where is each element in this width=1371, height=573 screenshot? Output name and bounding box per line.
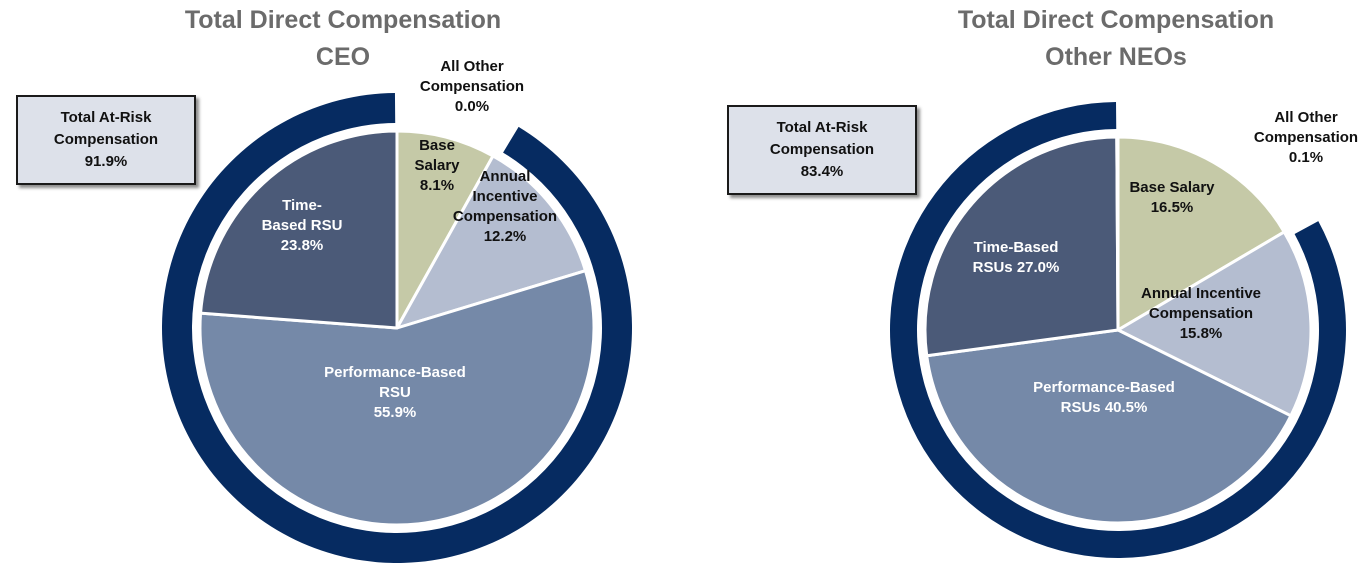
slice-data-label: Compensation <box>453 208 557 225</box>
slice-data-label: 55.9% <box>374 404 417 421</box>
pie-slice-performance-based-rsus <box>925 328 1293 525</box>
pie-slice-base-salary <box>395 129 495 330</box>
slice-data-label: 23.8% <box>281 237 324 254</box>
chart-title-line: Total Direct Compensation <box>957 6 1275 34</box>
pie-slice-all-other-compensation <box>1115 135 1120 332</box>
slice-data-label: Base <box>419 137 455 154</box>
neo-pie-chart: Base Salary 16.5% Annual Incentive Compensa… <box>890 102 1358 559</box>
chart-title: Total Direct Compensation Other NEOs <box>826 2 1371 76</box>
chart-title-line: Other NEOs <box>1045 43 1187 71</box>
chart-title-line: CEO <box>315 43 371 71</box>
at-risk-label: Compensation <box>769 141 875 158</box>
slice-data-label: 15.8% <box>1180 325 1223 342</box>
slice-data-label: Annual Incentive <box>1141 285 1261 302</box>
pie-slice-performance-based-rsu <box>198 269 596 527</box>
slice-data-label: Performance-Based <box>1033 379 1175 396</box>
slice-data-label: 8.1% <box>420 177 454 194</box>
slice-data-label: Performance-Based <box>324 364 466 381</box>
slice-data-label: Salary <box>414 157 460 174</box>
slice-data-label: Compensation <box>1149 305 1253 322</box>
slice-data-label: Compensation <box>420 78 524 95</box>
ceo-chart-panel: Total Direct Compensation CEO Total At-R… <box>0 0 685 573</box>
at-risk-label: Total At-Risk <box>60 109 152 126</box>
slice-data-label: RSUs 27.0% <box>973 259 1060 276</box>
slice-data-label: 12.2% <box>484 228 527 245</box>
slice-data-label: RSU <box>379 384 411 401</box>
slice-data-label: Time-Based <box>974 239 1059 256</box>
slice-data-label: Incentive <box>472 188 537 205</box>
slice-data-label: 16.5% <box>1151 199 1194 216</box>
chart-title-line: Total Direct Compensation <box>184 6 502 34</box>
at-risk-label: Compensation <box>53 131 159 148</box>
pie-slice-annual-incentive-compensation <box>1116 230 1313 418</box>
slice-data-label: RSUs 40.5% <box>1061 399 1148 416</box>
neo-chart-panel: Total Direct Compensation Other NEOs Tot… <box>686 0 1371 573</box>
pie-slice-base-salary <box>1116 135 1286 332</box>
slice-data-label: Based RSU <box>262 217 343 234</box>
slice-data-label: Compensation <box>1254 129 1358 146</box>
at-risk-value: 83.4% <box>800 163 844 180</box>
slice-data-label: 0.0% <box>455 98 489 115</box>
at-risk-callout: Total At-Risk Compensation 83.4% <box>727 105 917 195</box>
at-risk-callout: Total At-Risk Compensation 91.9% <box>16 95 196 185</box>
pie-slice-time-based-rsus <box>923 135 1120 358</box>
chart-title: Total Direct Compensation CEO <box>53 2 633 76</box>
slice-data-label: All Other <box>440 58 504 75</box>
ceo-pie-chart: Base Salary 8.1% Annual Incentive Compensatio… <box>161 58 632 563</box>
at-risk-label: Total At-Risk <box>776 119 868 136</box>
slice-data-label: All Other <box>1274 109 1338 126</box>
slice-data-label: 0.1% <box>1289 149 1323 166</box>
slice-data-label: Time- <box>282 197 322 214</box>
pie-slice-time-based-rsu <box>199 129 399 330</box>
slice-data-label: Base Salary <box>1129 179 1215 196</box>
at-risk-value: 91.9% <box>84 153 128 170</box>
slice-data-label: Annual <box>480 168 531 185</box>
